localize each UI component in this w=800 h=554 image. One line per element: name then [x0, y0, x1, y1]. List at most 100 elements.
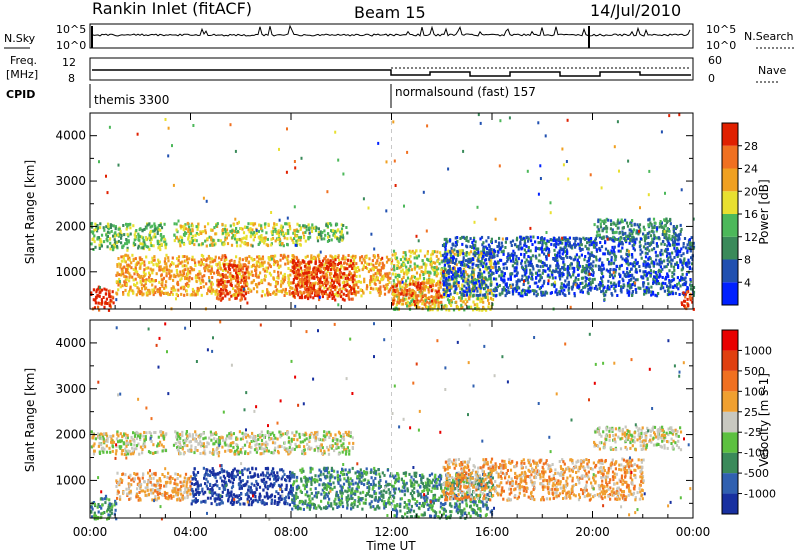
echo-cell — [305, 225, 308, 229]
echo-cell — [456, 274, 459, 278]
echo-cell — [330, 293, 333, 297]
echo-cell — [679, 258, 682, 262]
echo-cell — [141, 228, 144, 232]
echo-cell — [500, 250, 503, 254]
echo-cell — [385, 260, 389, 264]
echo-cell — [459, 287, 462, 291]
echo-cell — [469, 237, 472, 241]
echo-cell — [153, 287, 156, 291]
echo-cell — [558, 254, 561, 258]
echo-cell — [172, 288, 175, 292]
echo-cell — [406, 276, 410, 280]
echo-cell — [308, 260, 311, 264]
echo-cell — [336, 237, 339, 241]
echo-cell — [491, 250, 495, 254]
echo-cell — [470, 305, 473, 309]
echo-cell — [310, 254, 313, 258]
echo-cell — [321, 274, 324, 278]
echo-cell — [590, 282, 593, 286]
echo-cell — [311, 283, 314, 287]
echo-cell — [462, 300, 465, 304]
echo-cell — [469, 250, 473, 254]
beam-label: Beam 15 — [354, 3, 426, 22]
echo-cell — [205, 266, 208, 270]
echo-cell — [129, 232, 132, 236]
echo-cell — [452, 279, 455, 283]
echo-cell — [586, 264, 589, 268]
echo-cell — [497, 266, 500, 269]
echo-cell — [568, 291, 571, 295]
echo-cell — [576, 258, 579, 262]
echo-cell — [325, 265, 329, 268]
echo-cell — [133, 233, 136, 237]
echo-cell — [315, 292, 318, 296]
echo-cell — [676, 250, 679, 254]
echo-cell — [672, 278, 675, 282]
echo-cell — [328, 234, 331, 238]
echo-cell — [448, 308, 451, 312]
echo-cell — [638, 286, 642, 290]
echo-cell — [298, 224, 301, 228]
echo-cell — [346, 274, 349, 278]
echo-cell — [283, 294, 286, 297]
echo-cell — [644, 242, 647, 246]
echo-cell — [335, 278, 338, 282]
echo-cell — [258, 265, 261, 269]
echo-cell — [486, 278, 489, 282]
echo-cell — [492, 293, 495, 297]
echo-cell — [318, 287, 321, 291]
echo-cell — [185, 255, 189, 259]
echo-cell — [352, 292, 355, 295]
echo-cell — [204, 239, 207, 243]
echo-cell — [258, 257, 261, 261]
echo-cell — [587, 278, 590, 281]
echo-cell — [584, 284, 587, 288]
echo-cell — [636, 223, 639, 227]
echo-cell — [552, 257, 555, 261]
echo-cell — [387, 278, 390, 282]
echo-cell — [607, 279, 610, 283]
echo-cell — [423, 281, 426, 285]
echo-cell — [556, 259, 559, 263]
echo-cell — [182, 272, 185, 276]
echo-cell — [354, 291, 357, 295]
echo-cell — [365, 287, 368, 291]
echo-cell — [213, 226, 216, 230]
echo-cell — [531, 254, 534, 258]
echo-cell — [483, 286, 486, 290]
echo-cell — [498, 244, 501, 248]
echo-cell — [554, 245, 558, 249]
echo-cell — [495, 282, 499, 286]
echo-cell — [291, 286, 294, 290]
echo-cell — [629, 286, 632, 290]
echo-cell — [334, 254, 337, 258]
echo-cell — [387, 275, 390, 279]
echo-cell — [420, 298, 423, 302]
echo-cell — [339, 287, 342, 291]
echo-cell — [645, 273, 648, 277]
echo-cell — [149, 241, 152, 245]
echo-cell — [359, 258, 362, 262]
echo-cell — [562, 257, 565, 260]
echo-cell — [93, 234, 96, 238]
echo-cell — [375, 266, 378, 269]
echo-cell — [601, 219, 604, 223]
echo-cell — [236, 221, 239, 225]
echo-cell — [356, 270, 359, 273]
echo-cell — [610, 281, 613, 285]
echo-cell — [580, 288, 583, 292]
echo-cell — [569, 275, 572, 279]
echo-cell — [302, 236, 306, 240]
echo-cell — [140, 258, 144, 261]
echo-cell — [237, 293, 240, 297]
echo-cell — [262, 267, 265, 271]
cpid-mode-2: normalsound (fast) 157 — [395, 85, 536, 99]
echo-cell — [490, 265, 493, 269]
echo-cell — [474, 244, 477, 247]
echo-cell — [691, 267, 694, 271]
echo-cell — [574, 278, 577, 282]
echo-cell — [303, 224, 306, 228]
echo-cell — [197, 222, 200, 226]
echo-cell — [219, 264, 222, 267]
